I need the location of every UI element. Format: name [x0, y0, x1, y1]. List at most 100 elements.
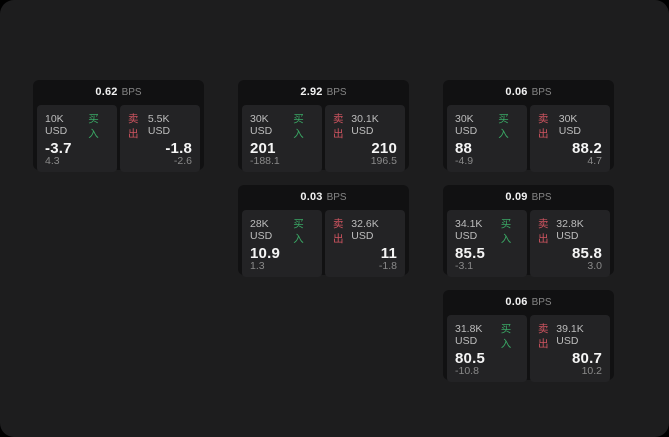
sell-price: 80.7 — [572, 350, 602, 367]
buy-sub-value: -4.9 — [455, 155, 474, 167]
sell-panel[interactable]: 卖出 30.1K USD 210 196.5 — [325, 105, 405, 172]
quote-card: 0.06 BPS 31.8K USD 买入 80.5 -10.8 卖出 39.1… — [443, 290, 614, 382]
sell-side-label: 卖出 — [538, 113, 549, 140]
sell-amount: 30K USD — [558, 113, 581, 137]
sell-amount: 5.5K USD — [147, 113, 171, 137]
buy-amount: 10K USD — [45, 113, 68, 137]
sell-amount: 32.6K USD — [351, 218, 379, 242]
sell-sub-value: 3.0 — [587, 260, 602, 272]
card-header: 0.03 BPS — [242, 189, 405, 208]
sell-price: -1.8 — [165, 140, 192, 157]
sell-amount: 39.1K USD — [556, 323, 584, 347]
card-header: 2.92 BPS — [242, 84, 405, 103]
buy-panel[interactable]: 30K USD 买入 88 -4.9 — [447, 105, 527, 172]
bps-value: 0.62 — [95, 86, 118, 98]
bps-unit-label: BPS — [531, 297, 552, 308]
sell-price: 85.8 — [572, 245, 602, 262]
sell-panel[interactable]: 卖出 32.6K USD 11 -1.8 — [325, 210, 405, 277]
quote-card: 0.03 BPS 28K USD 买入 10.9 1.3 卖出 32.6K US… — [238, 185, 409, 277]
bps-unit-label: BPS — [121, 87, 142, 98]
buy-panel-top-row: 30K USD 买入 — [250, 111, 314, 141]
buy-panel-top-row: 30K USD 买入 — [455, 111, 519, 141]
sell-price: 210 — [371, 140, 397, 157]
sell-panel[interactable]: 卖出 5.5K USD -1.8 -2.6 — [120, 105, 200, 172]
buy-sub-value: -3.1 — [455, 260, 474, 272]
quote-panels: 34.1K USD 买入 85.5 -3.1 卖出 32.8K USD 85.8… — [447, 210, 610, 277]
quote-panels: 10K USD 买入 -3.7 4.3 卖出 5.5K USD -1.8 -2.… — [37, 105, 200, 172]
bps-unit-label: BPS — [531, 192, 552, 203]
buy-panel-top-row: 34.1K USD 买入 — [455, 216, 519, 246]
buy-sub-value: 4.3 — [45, 155, 60, 167]
sell-panel-top-row: 卖出 30.1K USD — [333, 111, 397, 141]
sell-price: 88.2 — [572, 140, 602, 157]
sell-side-label: 卖出 — [128, 113, 139, 140]
sell-sub-value: 196.5 — [370, 155, 397, 167]
sell-panel-top-row: 卖出 39.1K USD — [538, 321, 602, 351]
sell-sub-value: 10.2 — [581, 365, 602, 377]
bps-value: 2.92 — [300, 86, 323, 98]
buy-panel-top-row: 10K USD 买入 — [45, 111, 109, 141]
buy-side-label: 买入 — [498, 113, 509, 140]
buy-amount: 34.1K USD — [455, 218, 483, 242]
buy-panel[interactable]: 34.1K USD 买入 85.5 -3.1 — [447, 210, 527, 277]
sell-amount: 30.1K USD — [351, 113, 379, 137]
buy-panel[interactable]: 31.8K USD 买入 80.5 -10.8 — [447, 315, 527, 382]
buy-side-label: 买入 — [88, 113, 99, 140]
buy-sub-value: 1.3 — [250, 260, 265, 272]
sell-side-label: 卖出 — [333, 113, 344, 140]
buy-amount: 28K USD — [250, 218, 273, 242]
buy-panel[interactable]: 30K USD 买入 201 -188.1 — [242, 105, 322, 172]
bps-value: 0.06 — [505, 86, 528, 98]
buy-side-label: 买入 — [500, 323, 512, 350]
card-header: 0.09 BPS — [447, 189, 610, 208]
sell-panel-top-row: 卖出 32.6K USD — [333, 216, 397, 246]
bps-unit-label: BPS — [326, 87, 347, 98]
sell-sub-value: 4.7 — [587, 155, 602, 167]
card-header: 0.62 BPS — [37, 84, 200, 103]
buy-side-label: 买入 — [293, 113, 304, 140]
bps-value: 0.03 — [300, 191, 323, 203]
sell-sub-value: -2.6 — [173, 155, 192, 167]
buy-price: 88 — [455, 140, 473, 157]
sell-price: 11 — [380, 245, 397, 262]
sell-panel-top-row: 卖出 32.8K USD — [538, 216, 602, 246]
bps-value: 0.06 — [505, 296, 528, 308]
sell-side-label: 卖出 — [538, 323, 549, 350]
buy-price: 85.5 — [455, 245, 485, 262]
buy-side-label: 买入 — [293, 218, 304, 245]
buy-amount: 30K USD — [455, 113, 478, 137]
buy-price: 80.5 — [455, 350, 485, 367]
buy-panel[interactable]: 28K USD 买入 10.9 1.3 — [242, 210, 322, 277]
sell-panel[interactable]: 卖出 30K USD 88.2 4.7 — [530, 105, 610, 172]
buy-panel[interactable]: 10K USD 买入 -3.7 4.3 — [37, 105, 117, 172]
card-header: 0.06 BPS — [447, 294, 610, 313]
buy-price: 10.9 — [250, 245, 280, 262]
quote-card: 2.92 BPS 30K USD 买入 201 -188.1 卖出 30.1K … — [238, 80, 409, 172]
sell-amount: 32.8K USD — [556, 218, 584, 242]
sell-side-label: 卖出 — [333, 218, 344, 245]
card-header: 0.06 BPS — [447, 84, 610, 103]
bps-value: 0.09 — [505, 191, 528, 203]
buy-amount: 30K USD — [250, 113, 273, 137]
quote-panels: 28K USD 买入 10.9 1.3 卖出 32.6K USD 11 -1.8 — [242, 210, 405, 277]
buy-price: -3.7 — [45, 140, 72, 157]
bps-unit-label: BPS — [531, 87, 552, 98]
buy-sub-value: -188.1 — [250, 155, 280, 167]
sell-panel[interactable]: 卖出 39.1K USD 80.7 10.2 — [530, 315, 610, 382]
buy-amount: 31.8K USD — [455, 323, 483, 347]
buy-sub-value: -10.8 — [455, 365, 479, 377]
sell-sub-value: -1.8 — [378, 260, 397, 272]
sell-side-label: 卖出 — [538, 218, 549, 245]
cards-grid: 0.62 BPS 10K USD 买入 -3.7 4.3 卖出 5.5K USD… — [33, 80, 614, 382]
quote-panels: 31.8K USD 买入 80.5 -10.8 卖出 39.1K USD 80.… — [447, 315, 610, 382]
quote-card: 0.06 BPS 30K USD 买入 88 -4.9 卖出 30K USD 8… — [443, 80, 614, 172]
quote-panels: 30K USD 买入 201 -188.1 卖出 30.1K USD 210 1… — [242, 105, 405, 172]
quote-panels: 30K USD 买入 88 -4.9 卖出 30K USD 88.2 4.7 — [447, 105, 610, 172]
buy-side-label: 买入 — [500, 218, 512, 245]
buy-panel-top-row: 28K USD 买入 — [250, 216, 314, 246]
quote-card: 0.09 BPS 34.1K USD 买入 85.5 -3.1 卖出 32.8K… — [443, 185, 614, 277]
sell-panel[interactable]: 卖出 32.8K USD 85.8 3.0 — [530, 210, 610, 277]
buy-panel-top-row: 31.8K USD 买入 — [455, 321, 519, 351]
sell-panel-top-row: 卖出 5.5K USD — [128, 111, 192, 141]
